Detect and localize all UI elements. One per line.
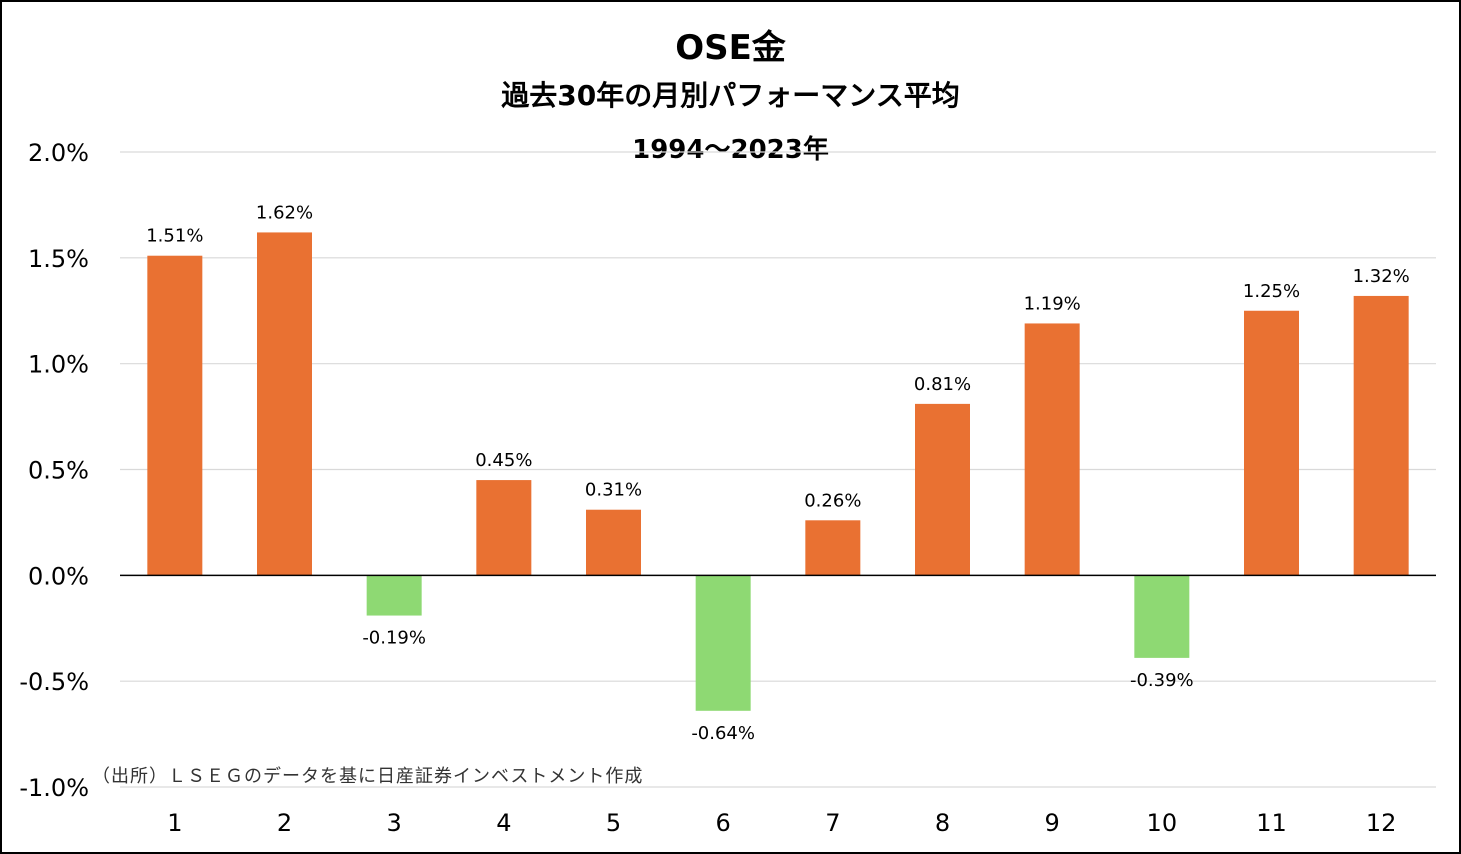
bar [805,520,861,576]
chart-subtitle: 過去30年の月別パフォーマンス平均 [501,79,960,112]
x-tick-label: 4 [496,809,511,837]
bar [1134,575,1190,658]
x-tick-label: 5 [606,809,621,837]
data-label: -0.19% [362,628,426,649]
x-tick-label: 1 [167,809,182,837]
data-label: 1.62% [256,202,313,223]
x-tick-label: 2 [277,809,292,837]
source-note: （出所）ＬＳＥＧのデータを基に日産証券インベストメント作成 [92,766,644,787]
bar [695,575,751,711]
y-tick-label: 0.0% [28,562,89,590]
bar [147,255,203,576]
data-label: 1.32% [1353,266,1410,287]
data-label: 1.25% [1243,281,1300,302]
y-tick-label: -0.5% [19,668,89,696]
x-tick-label: 7 [825,809,840,837]
y-tick-label: 1.0% [28,351,89,379]
data-label: 0.26% [804,490,861,511]
bar [1244,310,1299,576]
bar [257,232,312,576]
x-tick-label: 11 [1256,809,1287,837]
data-label: 0.45% [475,450,532,471]
y-tick-label: -1.0% [19,774,89,802]
chart-title: OSE金 [675,28,786,68]
data-label: 1.19% [1024,293,1081,314]
data-label: -0.39% [1130,670,1194,691]
y-tick-label: 2.0% [28,139,89,167]
bar [1353,295,1409,576]
x-tick-label: 8 [935,809,950,837]
bar [476,480,532,576]
bar [586,509,641,576]
data-label: 0.31% [585,480,642,501]
data-label: 1.51% [146,226,203,247]
bar [1024,323,1080,576]
data-label: 0.81% [914,374,971,395]
data-label: -0.64% [691,723,755,744]
bar [915,403,970,576]
y-tick-label: 0.5% [28,457,89,485]
x-tick-label: 3 [387,809,402,837]
x-tick-label: 9 [1045,809,1060,837]
x-tick-label: 12 [1366,809,1397,837]
x-tick-label: 6 [716,809,731,837]
chart-period: 1994～2023年 [632,135,829,165]
x-tick-label: 10 [1147,809,1178,837]
bar [366,575,422,616]
y-tick-label: 1.5% [28,245,89,273]
